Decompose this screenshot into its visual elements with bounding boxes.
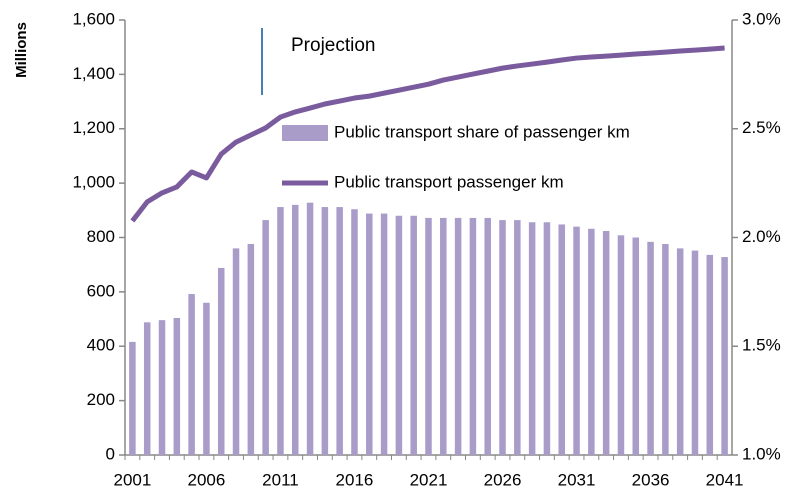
y2-tick-label: 1.5% [742,336,781,355]
x-tick-label: 2006 [188,470,226,489]
bar [721,257,728,455]
x-tick-label: 2026 [484,470,522,489]
bar [217,267,225,455]
bar [647,241,654,455]
bar [336,207,343,455]
bar [129,341,136,455]
bar [291,204,299,455]
bar [632,237,640,455]
bar [203,302,210,455]
bar [440,217,447,455]
bar [676,248,684,455]
bar [425,217,432,455]
bar [543,222,551,455]
bar [380,213,388,455]
bar [469,217,477,455]
bar [499,220,506,455]
y-tick-label: 1,200 [72,118,115,137]
bar [602,230,610,455]
bar [158,320,166,455]
y-tick-label: 600 [87,281,115,300]
bar [306,202,314,455]
bar [143,322,151,455]
bar [454,217,462,455]
bar [173,317,181,455]
x-tick-label: 2016 [336,470,374,489]
bar [366,213,373,455]
y-axis-label: Millions [13,22,30,78]
x-tick-label: 2021 [410,470,448,489]
line [130,45,725,223]
bar [528,222,536,455]
bar [617,235,625,455]
y-tick-label: 800 [87,227,115,246]
y-tick-label: 0 [106,444,115,463]
bar [262,220,269,455]
bar [351,209,358,455]
bar [410,215,417,455]
y-tick-label: 200 [87,390,115,409]
y2-tick-label: 3.0% [742,9,781,28]
y-tick-label: 1,400 [72,64,115,83]
annotation: Projection [291,35,376,56]
bar [232,248,240,455]
bar [691,250,699,455]
bar [588,228,595,455]
legend-swatch [282,125,328,141]
y2-tick-label: 1.0% [742,444,781,463]
bar [484,217,491,455]
y-tick-label: 1,000 [72,173,115,192]
y-tick-label: 400 [87,336,115,355]
bar [395,215,403,455]
x-tick-label: 2041 [706,470,744,489]
bar [321,207,329,455]
bar [277,207,284,455]
y2-tick-label: 2.0% [742,227,781,246]
x-tick-label: 2031 [558,470,596,489]
bar [573,226,580,455]
bar [558,224,566,455]
bar [662,244,669,455]
y-tick-label: 1,600 [72,9,115,28]
x-tick-label: 2036 [632,470,670,489]
bar [247,244,255,455]
x-tick-label: 2001 [113,470,151,489]
legend-label: Public transport share of passenger km [334,122,630,141]
bar [706,254,714,455]
y2-tick-label: 2.5% [742,118,781,137]
legend-label: Public transport passenger km [334,172,564,191]
bar [514,220,521,455]
x-tick-label: 2011 [262,470,299,489]
bar [188,294,195,455]
